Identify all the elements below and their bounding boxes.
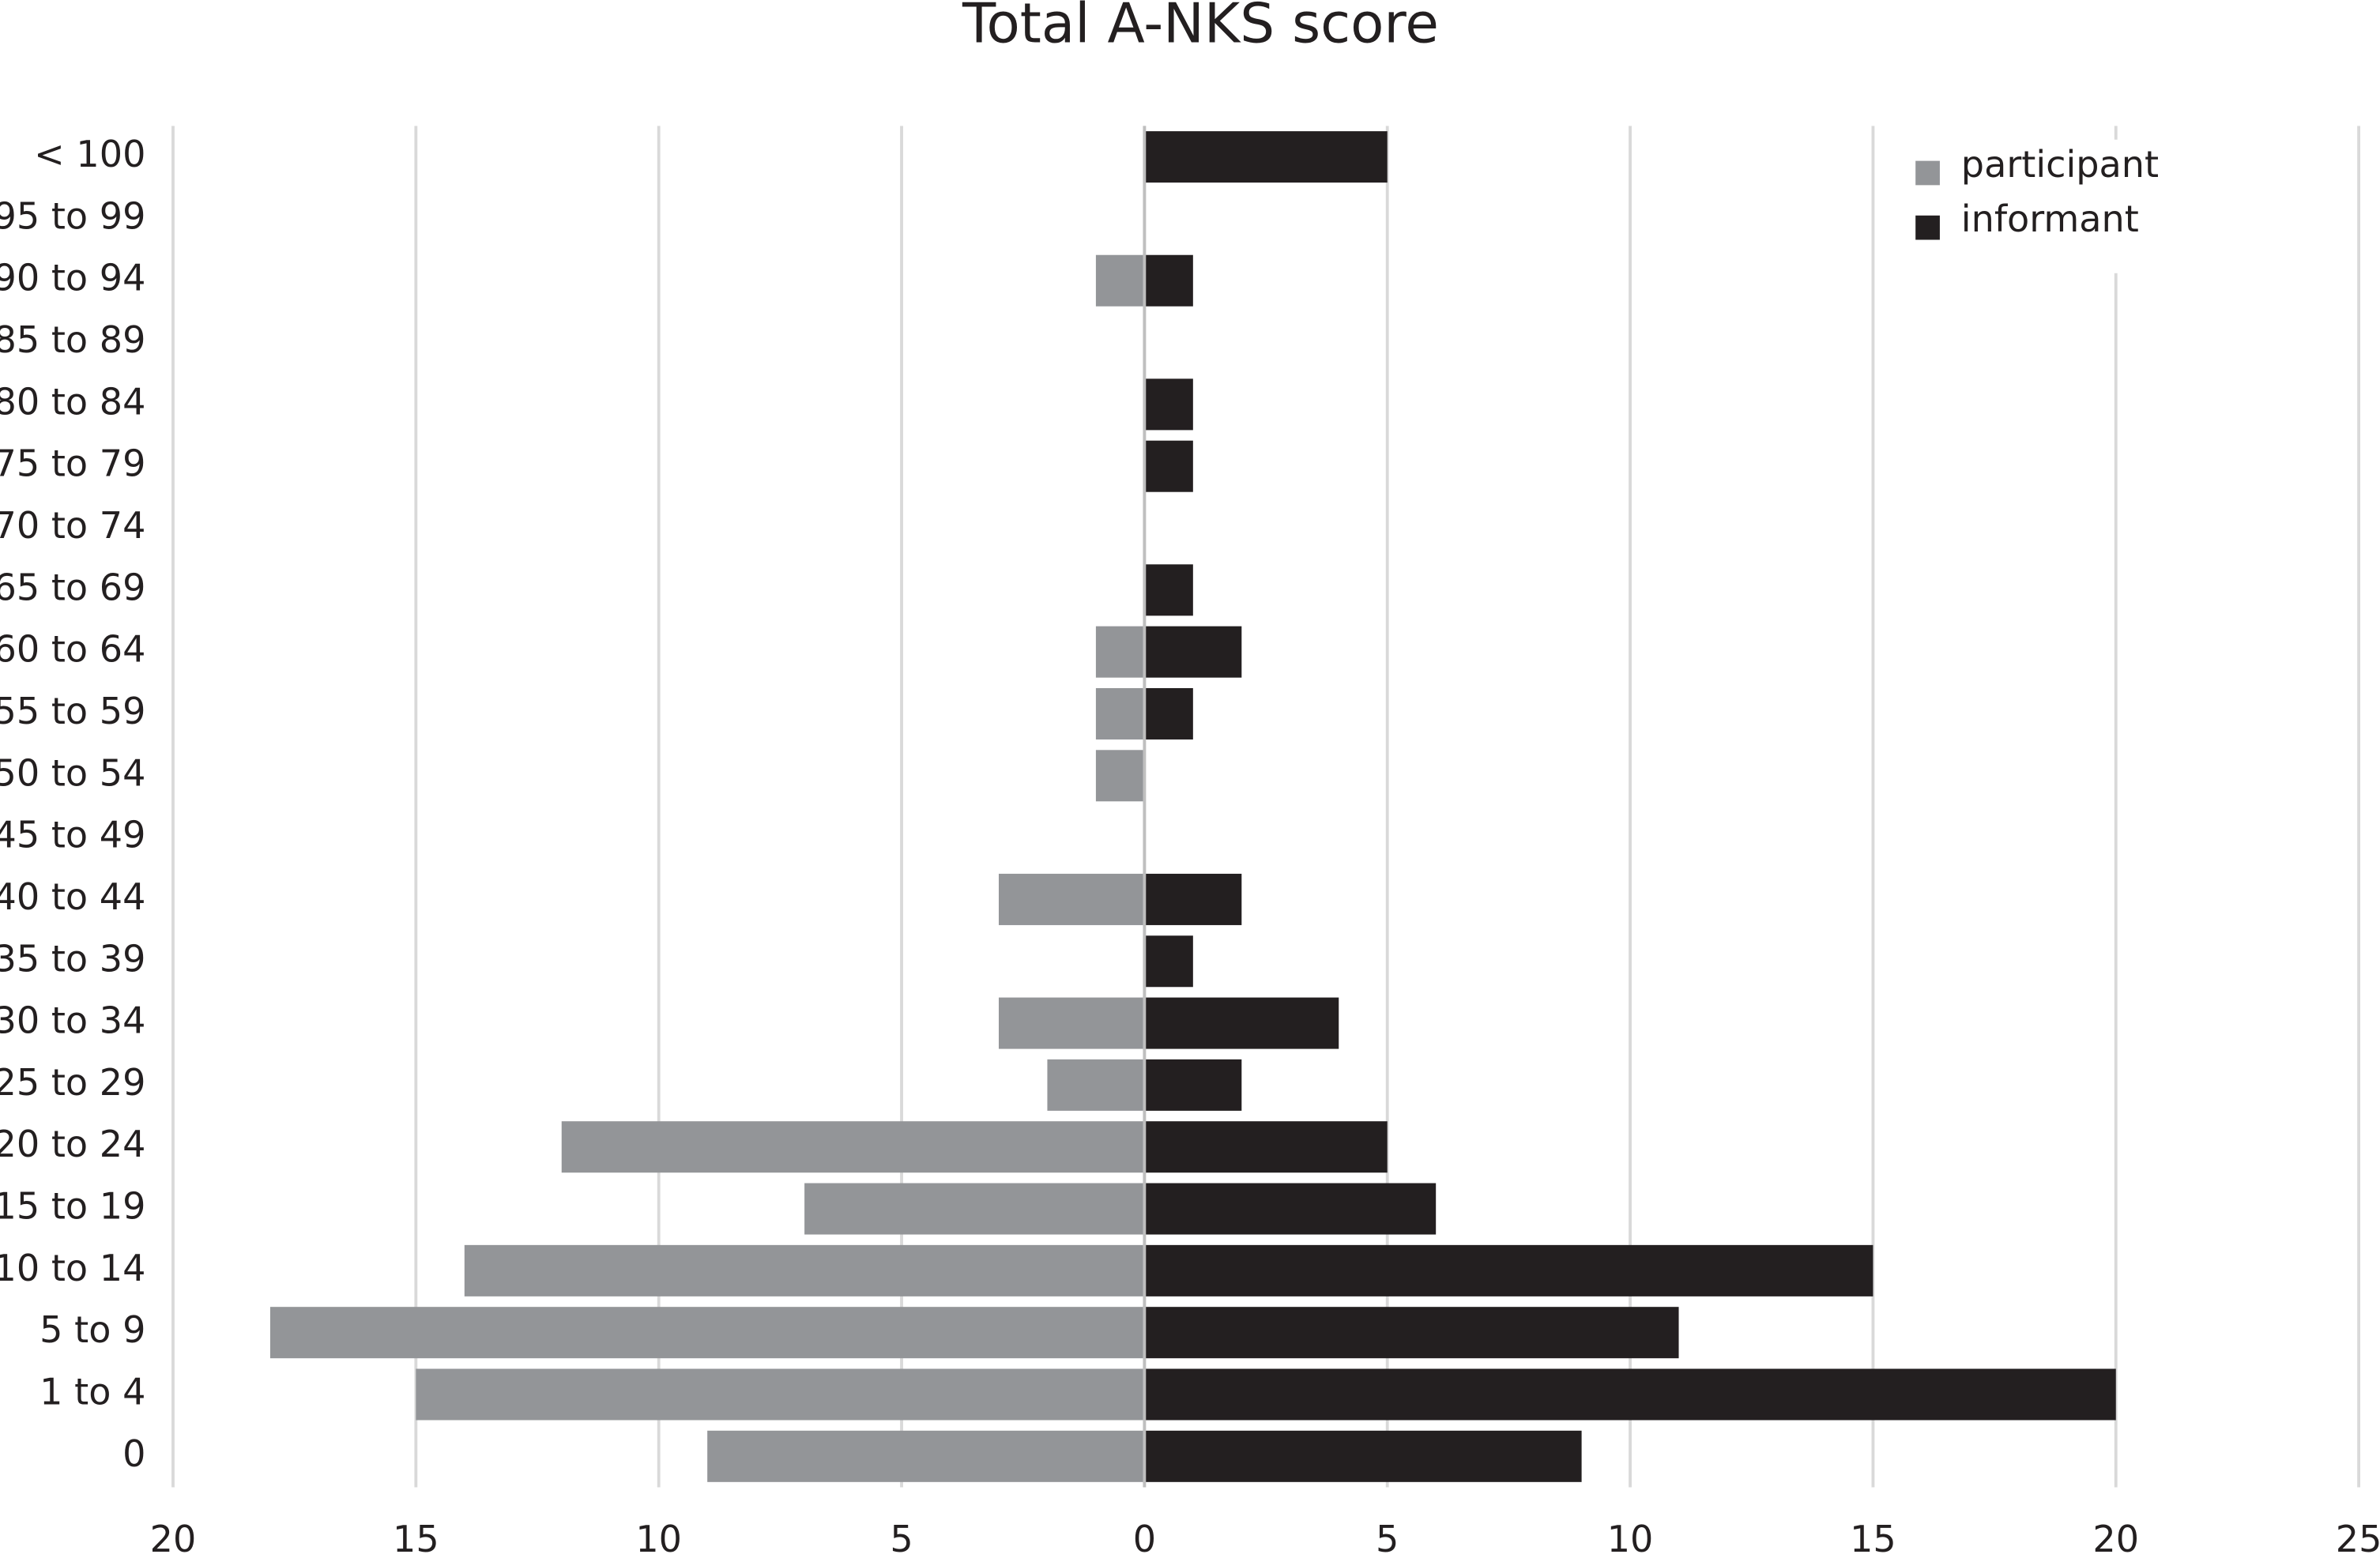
bar — [416, 1368, 1145, 1421]
y-tick-label: 45 to 49 — [0, 814, 145, 856]
y-tick-label: 65 to 69 — [0, 566, 145, 608]
y-tick-label: 1 to 4 — [40, 1371, 145, 1413]
x-tick-label: 5 — [1376, 1518, 1399, 1558]
bar — [1144, 1121, 1388, 1173]
bar — [1144, 873, 1242, 925]
bar — [1095, 626, 1145, 678]
bar — [1144, 1368, 2116, 1421]
y-tick-label: 15 to 19 — [0, 1185, 145, 1228]
x-tick-label: 5 — [890, 1518, 913, 1558]
bar — [1144, 131, 1388, 183]
bar — [1144, 440, 1193, 492]
x-tick-label: 15 — [393, 1518, 439, 1558]
bar — [1144, 564, 1193, 616]
x-tick-label: 25 — [2336, 1518, 2380, 1558]
x-tick-label: 0 — [1133, 1518, 1156, 1558]
bar — [804, 1183, 1145, 1235]
y-tick-label: 85 to 89 — [0, 318, 145, 361]
bar — [998, 873, 1145, 925]
y-tick-label: 10 to 14 — [0, 1247, 145, 1289]
bar — [1144, 1059, 1242, 1111]
bar — [1144, 935, 1193, 988]
y-tick-label: 60 to 64 — [0, 628, 145, 671]
bar — [1144, 1430, 1582, 1482]
bar — [1144, 1244, 1873, 1296]
y-tick-label: 95 to 99 — [0, 194, 145, 237]
bar — [998, 997, 1145, 1049]
y-tick-label: 25 to 29 — [0, 1061, 145, 1104]
bar — [1095, 687, 1145, 739]
bar — [464, 1244, 1145, 1296]
y-tick-label: 80 to 84 — [0, 380, 145, 423]
legend-label: participant — [1961, 143, 2159, 186]
y-tick-label: 30 to 34 — [0, 999, 145, 1042]
chart-title: Total A-NKS score — [962, 0, 1439, 56]
bar — [1144, 997, 1339, 1049]
y-tick-label: 35 to 39 — [0, 937, 145, 980]
y-tick-label: < 100 — [34, 133, 145, 175]
y-tick-label: 55 to 59 — [0, 690, 145, 732]
bar — [1047, 1059, 1145, 1111]
x-tick-label: 10 — [635, 1518, 682, 1558]
bar — [1144, 254, 1193, 307]
y-tick-label: 20 to 24 — [0, 1123, 145, 1165]
bar — [707, 1430, 1145, 1482]
bar — [1095, 750, 1145, 802]
bar — [1095, 254, 1145, 307]
y-tick-label: 40 to 44 — [0, 875, 145, 918]
bar — [1144, 378, 1193, 431]
x-tick-label: 10 — [1607, 1518, 1654, 1558]
bar — [269, 1307, 1145, 1359]
x-tick-label: 15 — [1850, 1518, 1896, 1558]
bar — [1144, 687, 1193, 739]
y-tick-label: 90 to 94 — [0, 257, 145, 299]
x-tick-label: 20 — [150, 1518, 197, 1558]
bar — [1144, 626, 1242, 678]
legend-swatch — [1915, 215, 1940, 240]
legend-swatch — [1915, 160, 1940, 186]
legend-label: informant — [1961, 198, 2139, 240]
y-tick-label: 70 to 74 — [0, 504, 145, 547]
bar — [1144, 1307, 1679, 1359]
y-tick-label: 0 — [122, 1432, 145, 1475]
bar — [1144, 1183, 1437, 1235]
y-tick-label: 50 to 54 — [0, 751, 145, 794]
y-tick-label: 75 to 79 — [0, 442, 145, 485]
y-tick-label: 5 to 9 — [40, 1308, 145, 1351]
legend-background — [1897, 139, 2186, 273]
x-tick-label: 20 — [2092, 1518, 2139, 1558]
bar — [561, 1121, 1145, 1173]
